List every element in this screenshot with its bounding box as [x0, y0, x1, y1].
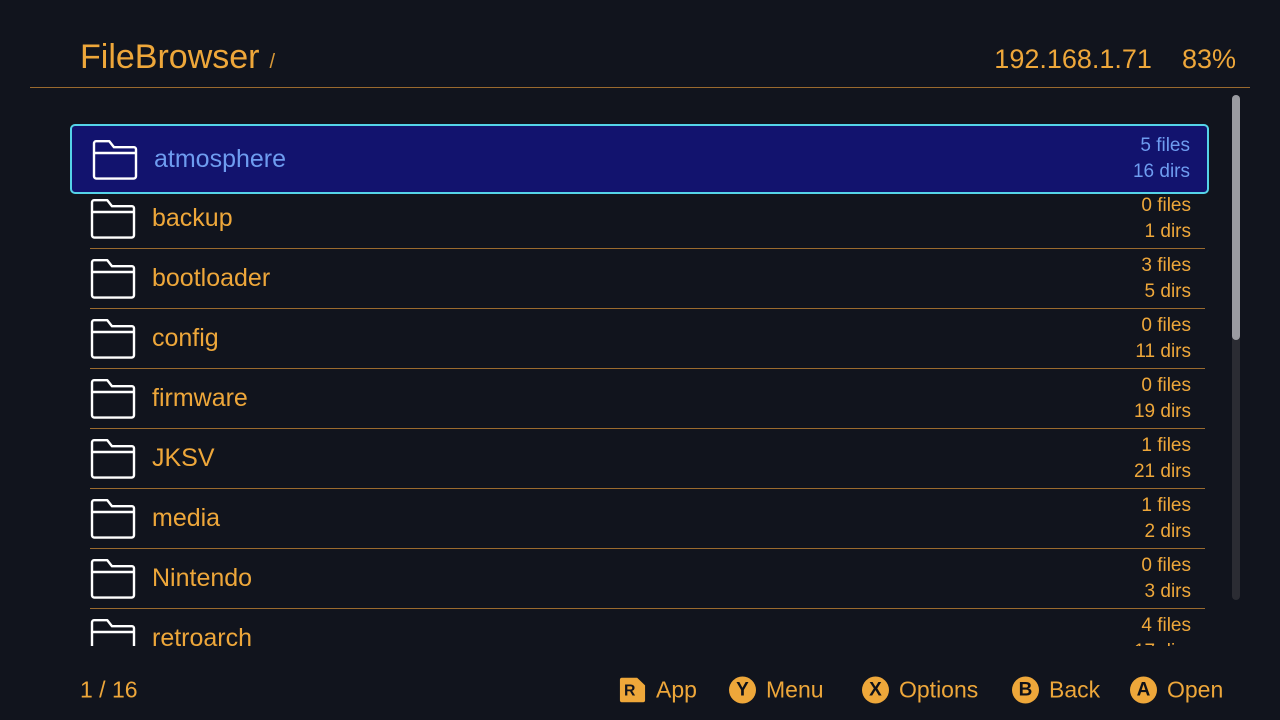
- svg-text:R: R: [624, 683, 636, 700]
